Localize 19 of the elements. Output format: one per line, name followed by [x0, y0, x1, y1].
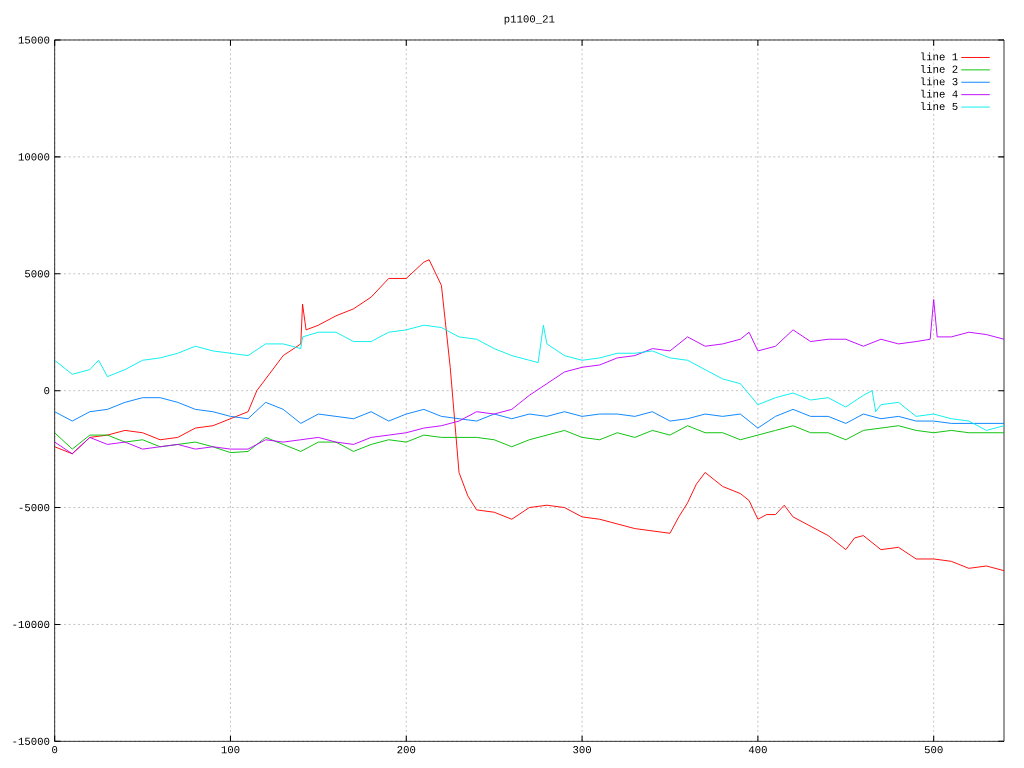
legend-label: line 3	[921, 77, 958, 86]
y-tick-label: 15000	[18, 36, 50, 44]
legend-label: line 2	[921, 64, 958, 73]
y-tick-label: 5000	[25, 270, 50, 278]
x-tick-label: 500	[924, 746, 943, 754]
y-tick-label: 0	[44, 387, 50, 395]
y-tick-label: -10000	[13, 620, 50, 629]
legend-label: line 5	[921, 102, 958, 111]
y-tick-label: 10000	[18, 153, 50, 161]
x-tick-label: 300	[573, 746, 592, 754]
legend-label: line 1	[921, 52, 958, 61]
x-tick-label: 0	[52, 746, 58, 754]
x-tick-label: 200	[397, 746, 416, 754]
legend-label: line 4	[921, 89, 958, 98]
x-tick-label: 100	[221, 746, 240, 754]
x-tick-label: 400	[748, 746, 767, 754]
y-tick-label: -15000	[13, 737, 50, 745]
chart-title: p1100_21	[504, 15, 555, 25]
y-tick-label: -5000	[19, 503, 50, 512]
